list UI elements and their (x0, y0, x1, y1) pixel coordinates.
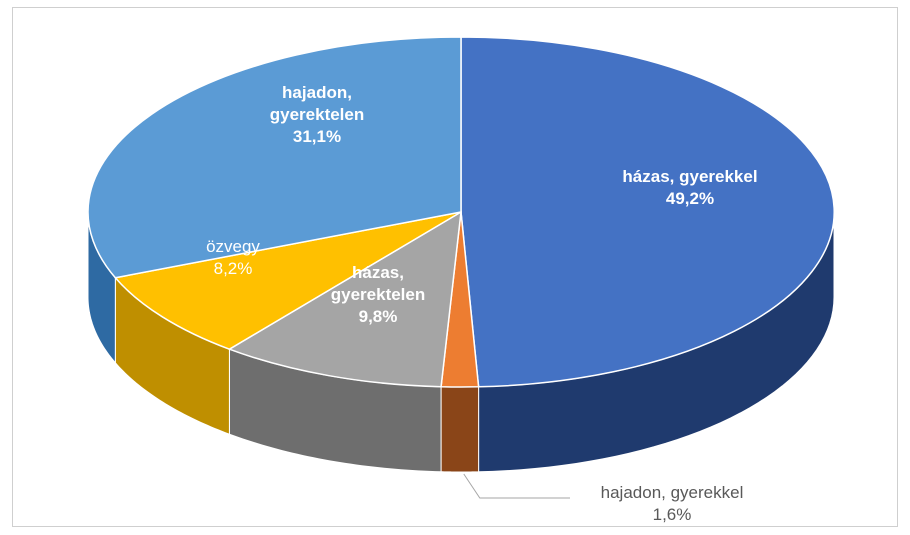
pie-side-1 (440, 386, 480, 473)
leader-lines (463, 473, 570, 499)
leader-line (463, 473, 570, 499)
slice-label-3: özvegy 8,2% (206, 237, 260, 278)
slice-label-2: házas, gyerektelen 9,8% (331, 263, 426, 326)
slice-label-4: hajadon, gyerektelen 31,1% (270, 83, 365, 146)
pie-tops (87, 36, 835, 388)
pie-slice-0 (460, 36, 835, 388)
pie-slice-2 (227, 210, 462, 388)
pie-slice-4 (87, 36, 462, 279)
pie-labels: házas, gyerekkel 49,2% hajadon, gyerekkel 1… (206, 83, 758, 524)
slice-label-1: hajadon, gyerekkel 1,6% (601, 483, 744, 524)
slice-label-0: házas, gyerekkel 49,2% (622, 167, 757, 208)
pie-slice-3 (113, 211, 462, 351)
